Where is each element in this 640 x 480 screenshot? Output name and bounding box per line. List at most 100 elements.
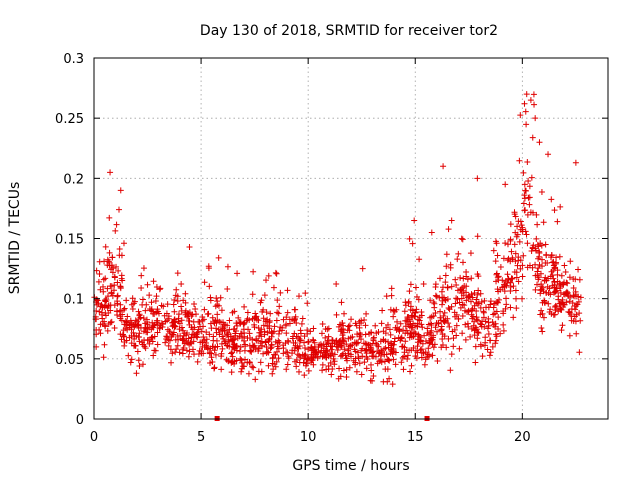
data-point — [338, 343, 345, 350]
data-point — [437, 314, 444, 321]
data-point — [485, 322, 492, 329]
data-point — [207, 360, 214, 367]
data-point — [132, 342, 139, 349]
data-point — [304, 300, 311, 307]
data-point — [459, 236, 466, 243]
data-point — [521, 181, 528, 188]
data-point — [221, 328, 228, 335]
data-point — [144, 329, 151, 336]
data-point — [289, 347, 296, 354]
data-point — [460, 292, 467, 299]
data-point — [475, 300, 482, 307]
data-points — [91, 91, 584, 421]
data-point — [382, 345, 389, 352]
data-point — [211, 347, 218, 354]
data-point — [461, 283, 468, 290]
data-point — [471, 318, 478, 325]
data-point — [124, 326, 131, 333]
data-point — [218, 307, 225, 314]
data-point — [358, 371, 365, 378]
data-point — [420, 281, 427, 288]
data-point — [346, 343, 353, 350]
data-point — [472, 326, 479, 333]
data-point — [432, 310, 439, 317]
data-point — [274, 348, 281, 355]
data-point-peak — [532, 115, 539, 122]
data-point — [163, 335, 170, 342]
data-point-peak — [117, 187, 124, 194]
data-point — [345, 323, 352, 330]
data-point — [115, 267, 122, 274]
data-point — [442, 272, 449, 279]
data-point — [162, 318, 169, 325]
data-point — [262, 338, 269, 345]
data-point — [117, 331, 124, 338]
data-point — [180, 337, 187, 344]
data-point — [524, 240, 531, 247]
data-point — [526, 262, 533, 269]
y-tick-label: 0.05 — [55, 353, 84, 368]
data-point — [181, 340, 188, 347]
data-point — [559, 322, 566, 329]
data-point — [427, 297, 434, 304]
data-point — [229, 358, 236, 365]
data-point — [258, 333, 265, 340]
data-point — [444, 284, 451, 291]
data-point — [338, 299, 345, 306]
data-point — [245, 370, 252, 377]
data-point — [185, 353, 192, 360]
data-point — [148, 334, 155, 341]
data-point — [428, 229, 435, 236]
data-point — [499, 284, 506, 291]
data-point — [492, 320, 499, 327]
data-point — [113, 221, 120, 228]
data-point — [138, 272, 145, 279]
data-point — [178, 317, 185, 324]
data-point — [453, 332, 460, 339]
data-point — [215, 326, 222, 333]
data-point — [142, 307, 149, 314]
data-point — [534, 221, 541, 228]
data-point — [250, 364, 257, 371]
data-point — [487, 298, 494, 305]
data-point — [517, 257, 524, 264]
data-point — [368, 361, 374, 368]
data-point — [290, 333, 297, 340]
data-point — [214, 311, 221, 318]
data-point — [248, 347, 255, 354]
data-point — [475, 287, 482, 294]
data-point — [331, 351, 338, 358]
data-point — [526, 183, 533, 190]
data-point — [398, 359, 405, 366]
data-point — [523, 231, 530, 238]
data-point — [343, 373, 350, 380]
data-point — [468, 291, 475, 298]
data-point — [143, 316, 150, 323]
data-point — [291, 306, 298, 313]
data-point — [509, 256, 516, 263]
data-point — [512, 287, 519, 294]
data-point — [408, 362, 415, 369]
data-point — [297, 337, 304, 344]
data-point — [264, 329, 271, 336]
data-point — [490, 304, 497, 311]
data-point — [549, 259, 556, 266]
data-point — [384, 321, 391, 328]
data-point — [224, 342, 231, 349]
data-point — [508, 248, 515, 255]
data-point — [184, 339, 191, 346]
data-point — [338, 328, 345, 335]
data-point — [523, 91, 530, 98]
data-point — [237, 343, 244, 350]
data-point — [474, 291, 481, 298]
data-point — [231, 308, 238, 315]
data-point — [170, 301, 177, 308]
data-point — [413, 355, 420, 362]
data-point — [433, 293, 440, 300]
data-point — [535, 243, 542, 250]
data-point — [444, 315, 451, 322]
data-point — [526, 201, 533, 208]
data-point — [577, 294, 584, 301]
data-point — [168, 359, 175, 366]
data-point — [374, 360, 381, 367]
